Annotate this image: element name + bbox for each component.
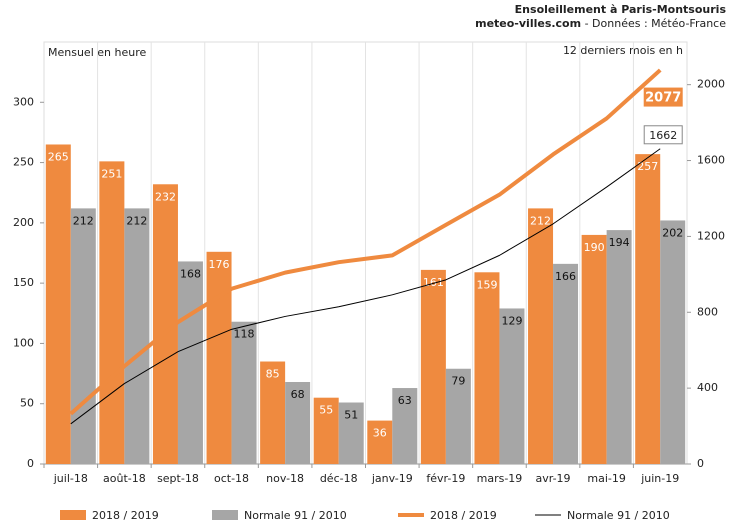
y-tick-label: 250 xyxy=(13,156,34,169)
y2-axis-label: 12 derniers mois en h xyxy=(563,44,683,57)
y-tick-label: 200 xyxy=(13,216,34,229)
y2-tick-label: 400 xyxy=(697,381,718,394)
y2-tick-label: 0 xyxy=(697,457,704,470)
y2-tick-label: 2000 xyxy=(697,78,725,91)
bar xyxy=(206,251,232,464)
bar xyxy=(420,269,446,464)
y-tick-label: 300 xyxy=(13,95,34,108)
bar xyxy=(581,234,607,464)
legend-label: Normale 91 / 2010 xyxy=(244,509,347,522)
bar-value-label: 55 xyxy=(319,404,333,417)
bar xyxy=(285,382,311,464)
bar xyxy=(606,230,632,464)
bar-value-label: 194 xyxy=(609,236,630,249)
end-value-label: 1662 xyxy=(649,129,677,142)
x-tick-label: déc-18 xyxy=(320,472,358,485)
x-tick-label: févr-19 xyxy=(426,472,465,485)
bar-value-label: 176 xyxy=(209,258,230,271)
bar xyxy=(124,208,150,464)
bar xyxy=(499,308,525,464)
bar-value-label: 212 xyxy=(126,214,147,227)
x-tick-label: juil-18 xyxy=(53,472,88,485)
bar-value-label: 68 xyxy=(291,388,305,401)
x-tick-label: mai-19 xyxy=(587,472,625,485)
bar xyxy=(338,402,364,464)
bar xyxy=(474,272,500,464)
bar-value-label: 212 xyxy=(73,214,94,227)
legend-label: 2018 / 2019 xyxy=(92,509,159,522)
bar-value-label: 190 xyxy=(584,241,605,254)
bar-value-label: 85 xyxy=(266,368,280,381)
line xyxy=(70,148,661,425)
chart-title: Ensoleillement à Paris-Montsouris xyxy=(515,3,727,16)
chart-subtitle: meteo-villes.com - Données : Météo-Franc… xyxy=(475,17,726,30)
bar-value-label: 129 xyxy=(501,314,522,327)
bar xyxy=(313,397,339,464)
y-tick-label: 50 xyxy=(20,397,34,410)
bar-value-label: 51 xyxy=(344,409,358,422)
y2-tick-label: 800 xyxy=(697,305,718,318)
bar-value-label: 257 xyxy=(637,160,658,173)
bar xyxy=(45,144,71,464)
bar-value-label: 168 xyxy=(180,267,201,280)
x-tick-label: janv-19 xyxy=(371,472,413,485)
bar-value-label: 79 xyxy=(451,375,465,388)
x-tick-label: mars-19 xyxy=(477,472,523,485)
bar xyxy=(553,263,579,464)
legend-swatch xyxy=(60,510,86,520)
y2-tick-label: 1600 xyxy=(697,154,725,167)
bar-value-label: 202 xyxy=(662,226,683,239)
subtitle-source: meteo-villes.com xyxy=(475,17,581,30)
line xyxy=(69,68,662,416)
bar xyxy=(660,220,686,464)
bar xyxy=(528,208,554,464)
bar xyxy=(445,368,471,464)
x-tick-label: juin-19 xyxy=(640,472,679,485)
bar-value-label: 63 xyxy=(398,394,412,407)
bar-value-label: 265 xyxy=(48,150,69,163)
bar xyxy=(177,261,203,464)
end-label-box xyxy=(643,125,683,145)
bar-value-label: 118 xyxy=(234,328,255,341)
bar-value-label: 212 xyxy=(530,214,551,227)
end-label-box xyxy=(643,87,683,107)
bar-value-label: 232 xyxy=(155,190,176,203)
bar xyxy=(231,321,257,464)
legend-label: Normale 91 / 2010 xyxy=(567,509,670,522)
bar-value-label: 159 xyxy=(476,278,497,291)
x-tick-label: nov-18 xyxy=(266,472,304,485)
x-tick-label: sept-18 xyxy=(157,472,199,485)
bar xyxy=(367,420,393,464)
end-value-label: 2077 xyxy=(645,91,681,106)
y-tick-label: 0 xyxy=(27,457,34,470)
bar xyxy=(70,208,96,464)
bar xyxy=(392,388,418,464)
bar-value-label: 36 xyxy=(373,427,387,440)
legend-swatch xyxy=(212,510,238,520)
x-tick-label: août-18 xyxy=(103,472,146,485)
legend-label: 2018 / 2019 xyxy=(430,509,497,522)
x-tick-label: oct-18 xyxy=(214,472,249,485)
y2-tick-label: 1200 xyxy=(697,229,725,242)
y-tick-label: 150 xyxy=(13,276,34,289)
y-tick-label: 100 xyxy=(13,336,34,349)
bar-value-label: 251 xyxy=(101,167,122,180)
bar xyxy=(260,361,286,464)
bar-value-label: 166 xyxy=(555,270,576,283)
subtitle-credit: - Données : Météo-France xyxy=(585,17,727,30)
x-tick-label: avr-19 xyxy=(536,472,571,485)
bar xyxy=(635,154,661,465)
bar xyxy=(99,161,125,464)
bar-value-label: 161 xyxy=(423,276,444,289)
